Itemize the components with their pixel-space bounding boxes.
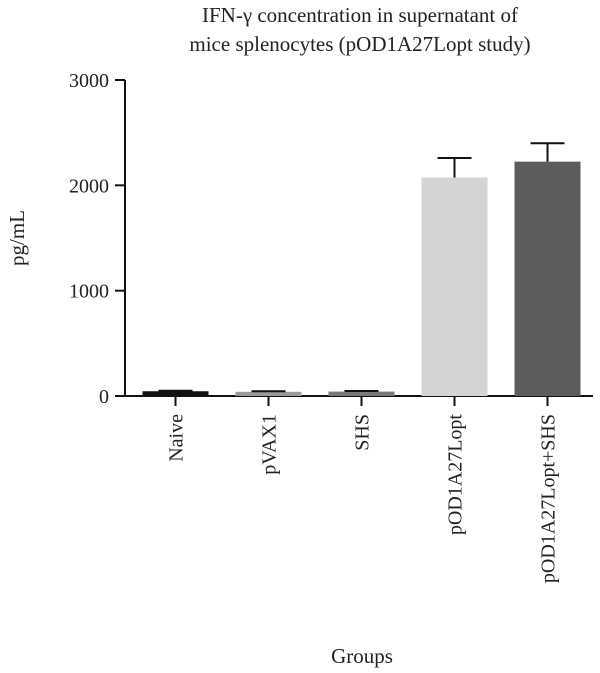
- y-tick-label: 2000: [69, 175, 109, 197]
- bar: [235, 391, 302, 396]
- y-tick-label: 0: [99, 386, 109, 408]
- bar: [514, 161, 581, 396]
- x-category-label: pOD1A27Lopt+SHS: [538, 414, 560, 583]
- bar: [421, 177, 488, 396]
- y-axis-label: pg/mL: [5, 210, 29, 266]
- x-category-label: pOD1A27Lopt: [445, 414, 467, 536]
- y-tick-label: 1000: [69, 281, 109, 303]
- bar: [142, 391, 209, 396]
- x-axis-label: Groups: [331, 644, 393, 668]
- x-category-label: Naive: [166, 414, 188, 462]
- bar: [328, 391, 395, 396]
- chart-title-line-2: mice splenocytes (pOD1A27Lopt study): [189, 32, 530, 56]
- y-tick-label: 3000: [69, 70, 109, 92]
- chart-title-line-1: IFN-γ concentration in supernatant of: [202, 3, 518, 27]
- x-category-label: SHS: [352, 414, 374, 451]
- x-category-label: pVAX1: [259, 414, 281, 475]
